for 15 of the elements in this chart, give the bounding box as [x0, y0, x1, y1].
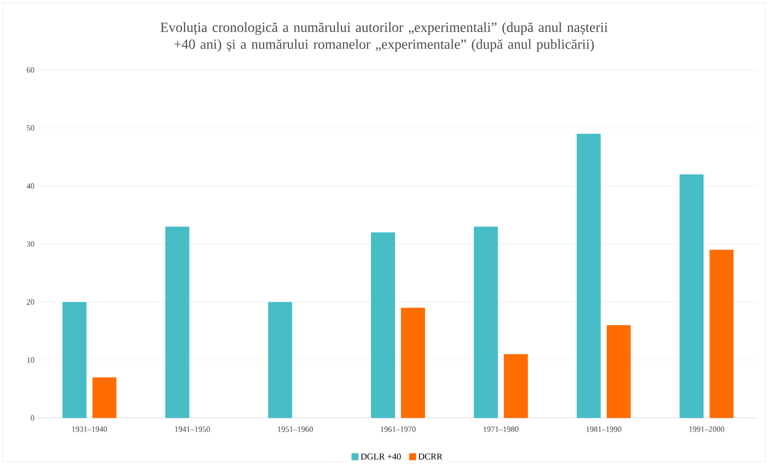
bar	[576, 134, 601, 418]
legend-label: DCRR	[418, 454, 443, 460]
bar	[62, 302, 86, 418]
bar	[268, 302, 292, 418]
bar	[680, 174, 704, 418]
chart-title: Evoluția cronologică a numărului autorilor „experimentali” (după anul nașterii +40 ani) și a numărului romanelor „experimentale” (după anul publicării)	[160, 22, 608, 52]
bar	[606, 325, 631, 418]
bar	[710, 250, 734, 418]
bar	[401, 308, 426, 418]
bar	[504, 354, 528, 418]
bar	[165, 226, 190, 418]
bar	[371, 232, 396, 418]
legend-label: DGLR +40	[360, 453, 401, 460]
bar	[92, 377, 116, 418]
bar	[474, 226, 498, 418]
